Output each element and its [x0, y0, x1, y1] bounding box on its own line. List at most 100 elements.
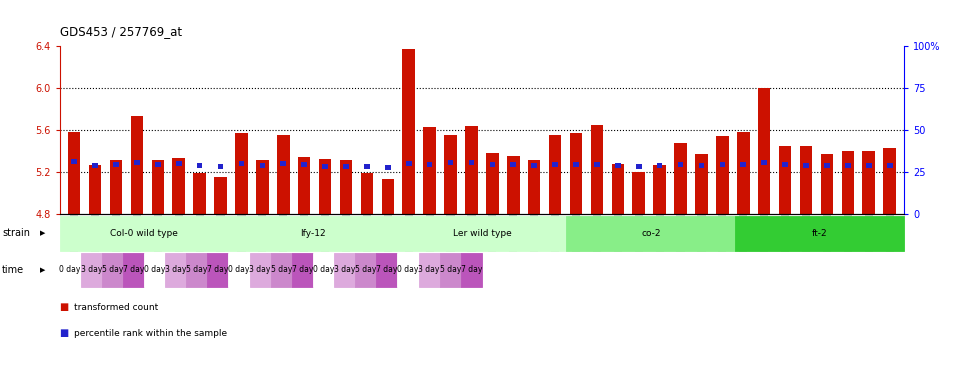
Bar	[761, 160, 767, 165]
Bar	[883, 148, 896, 214]
Text: ft-2: ft-2	[812, 229, 828, 238]
Bar	[552, 162, 558, 167]
Text: 7 day: 7 day	[207, 265, 228, 274]
Text: co-2: co-2	[641, 229, 660, 238]
Bar	[486, 153, 498, 214]
Bar	[218, 164, 224, 169]
Bar	[549, 135, 562, 214]
Bar	[155, 162, 160, 167]
Bar	[71, 159, 77, 164]
Bar	[173, 158, 185, 214]
Text: 0 day: 0 day	[60, 265, 81, 274]
Bar	[573, 162, 579, 167]
Text: 5 day: 5 day	[271, 265, 292, 274]
Bar	[113, 162, 119, 167]
Text: transformed count: transformed count	[74, 303, 158, 312]
Text: time: time	[2, 265, 24, 275]
Bar	[699, 163, 705, 168]
Bar	[214, 177, 227, 214]
Bar	[758, 88, 771, 214]
Bar	[402, 49, 415, 214]
Bar	[528, 160, 540, 214]
Text: percentile rank within the sample: percentile rank within the sample	[74, 329, 228, 337]
Bar	[364, 164, 370, 169]
Bar	[447, 160, 453, 165]
Bar	[319, 159, 331, 214]
Text: 3 day: 3 day	[250, 265, 271, 274]
Bar	[406, 161, 412, 166]
Bar	[569, 133, 583, 214]
Bar	[695, 154, 708, 214]
Bar	[824, 163, 829, 168]
Bar	[427, 162, 432, 167]
Bar	[674, 142, 686, 214]
Bar	[804, 163, 809, 168]
Bar	[109, 160, 122, 214]
Text: Ler wild type: Ler wild type	[452, 229, 512, 238]
Bar	[340, 160, 352, 214]
Bar	[298, 157, 310, 214]
Bar	[779, 146, 791, 214]
Bar	[615, 163, 621, 168]
Bar	[737, 132, 750, 214]
Text: 7 day: 7 day	[292, 265, 313, 274]
Text: 0 day: 0 day	[228, 265, 250, 274]
Bar	[280, 161, 286, 166]
Bar	[862, 151, 876, 214]
Text: ■: ■	[60, 328, 69, 338]
Text: 7 day: 7 day	[123, 265, 144, 274]
Bar	[343, 164, 348, 169]
Bar	[716, 136, 729, 214]
Bar	[468, 160, 474, 165]
Bar	[385, 165, 391, 170]
Bar	[235, 133, 248, 214]
Bar	[678, 162, 684, 167]
Text: 3 day: 3 day	[165, 265, 186, 274]
Bar	[323, 164, 328, 169]
Text: Col-0 wild type: Col-0 wild type	[110, 229, 178, 238]
Bar	[612, 164, 624, 214]
Bar	[381, 179, 395, 214]
Bar	[654, 165, 666, 214]
Text: 3 day: 3 day	[334, 265, 355, 274]
Bar	[590, 125, 603, 214]
Bar	[532, 163, 537, 168]
Text: 0 day: 0 day	[397, 265, 419, 274]
Bar	[594, 162, 600, 167]
Bar	[511, 162, 516, 167]
Bar	[134, 160, 140, 165]
Bar	[507, 156, 519, 214]
Bar	[256, 160, 269, 214]
Bar	[800, 146, 812, 214]
Bar	[490, 162, 495, 167]
Text: 5 day: 5 day	[102, 265, 123, 274]
Bar	[361, 173, 373, 214]
Bar	[68, 132, 81, 214]
Text: GDS453 / 257769_at: GDS453 / 257769_at	[60, 25, 181, 38]
Bar	[821, 154, 833, 214]
Text: 5 day: 5 day	[440, 265, 461, 274]
Bar	[239, 161, 244, 166]
Text: lfy-12: lfy-12	[300, 229, 325, 238]
Bar	[152, 160, 164, 214]
Bar	[657, 163, 662, 168]
Bar	[193, 173, 205, 214]
Text: 7 day: 7 day	[376, 265, 397, 274]
Bar	[720, 162, 725, 167]
Bar	[259, 163, 265, 168]
Text: 0 day: 0 day	[313, 265, 334, 274]
Bar	[301, 162, 307, 167]
Bar	[740, 162, 746, 167]
Bar	[782, 162, 788, 167]
Text: ▶: ▶	[39, 267, 45, 273]
Bar	[466, 126, 478, 214]
Bar	[444, 135, 457, 214]
Bar	[131, 116, 143, 214]
Bar	[88, 165, 102, 214]
Bar	[633, 172, 645, 214]
Bar	[176, 161, 181, 166]
Bar	[423, 127, 436, 214]
Bar	[197, 163, 203, 168]
Text: 0 day: 0 day	[144, 265, 165, 274]
Text: strain: strain	[2, 228, 30, 238]
